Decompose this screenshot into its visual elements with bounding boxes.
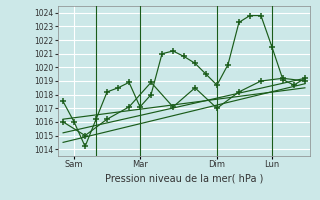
X-axis label: Pression niveau de la mer( hPa ): Pression niveau de la mer( hPa ) — [105, 173, 263, 183]
